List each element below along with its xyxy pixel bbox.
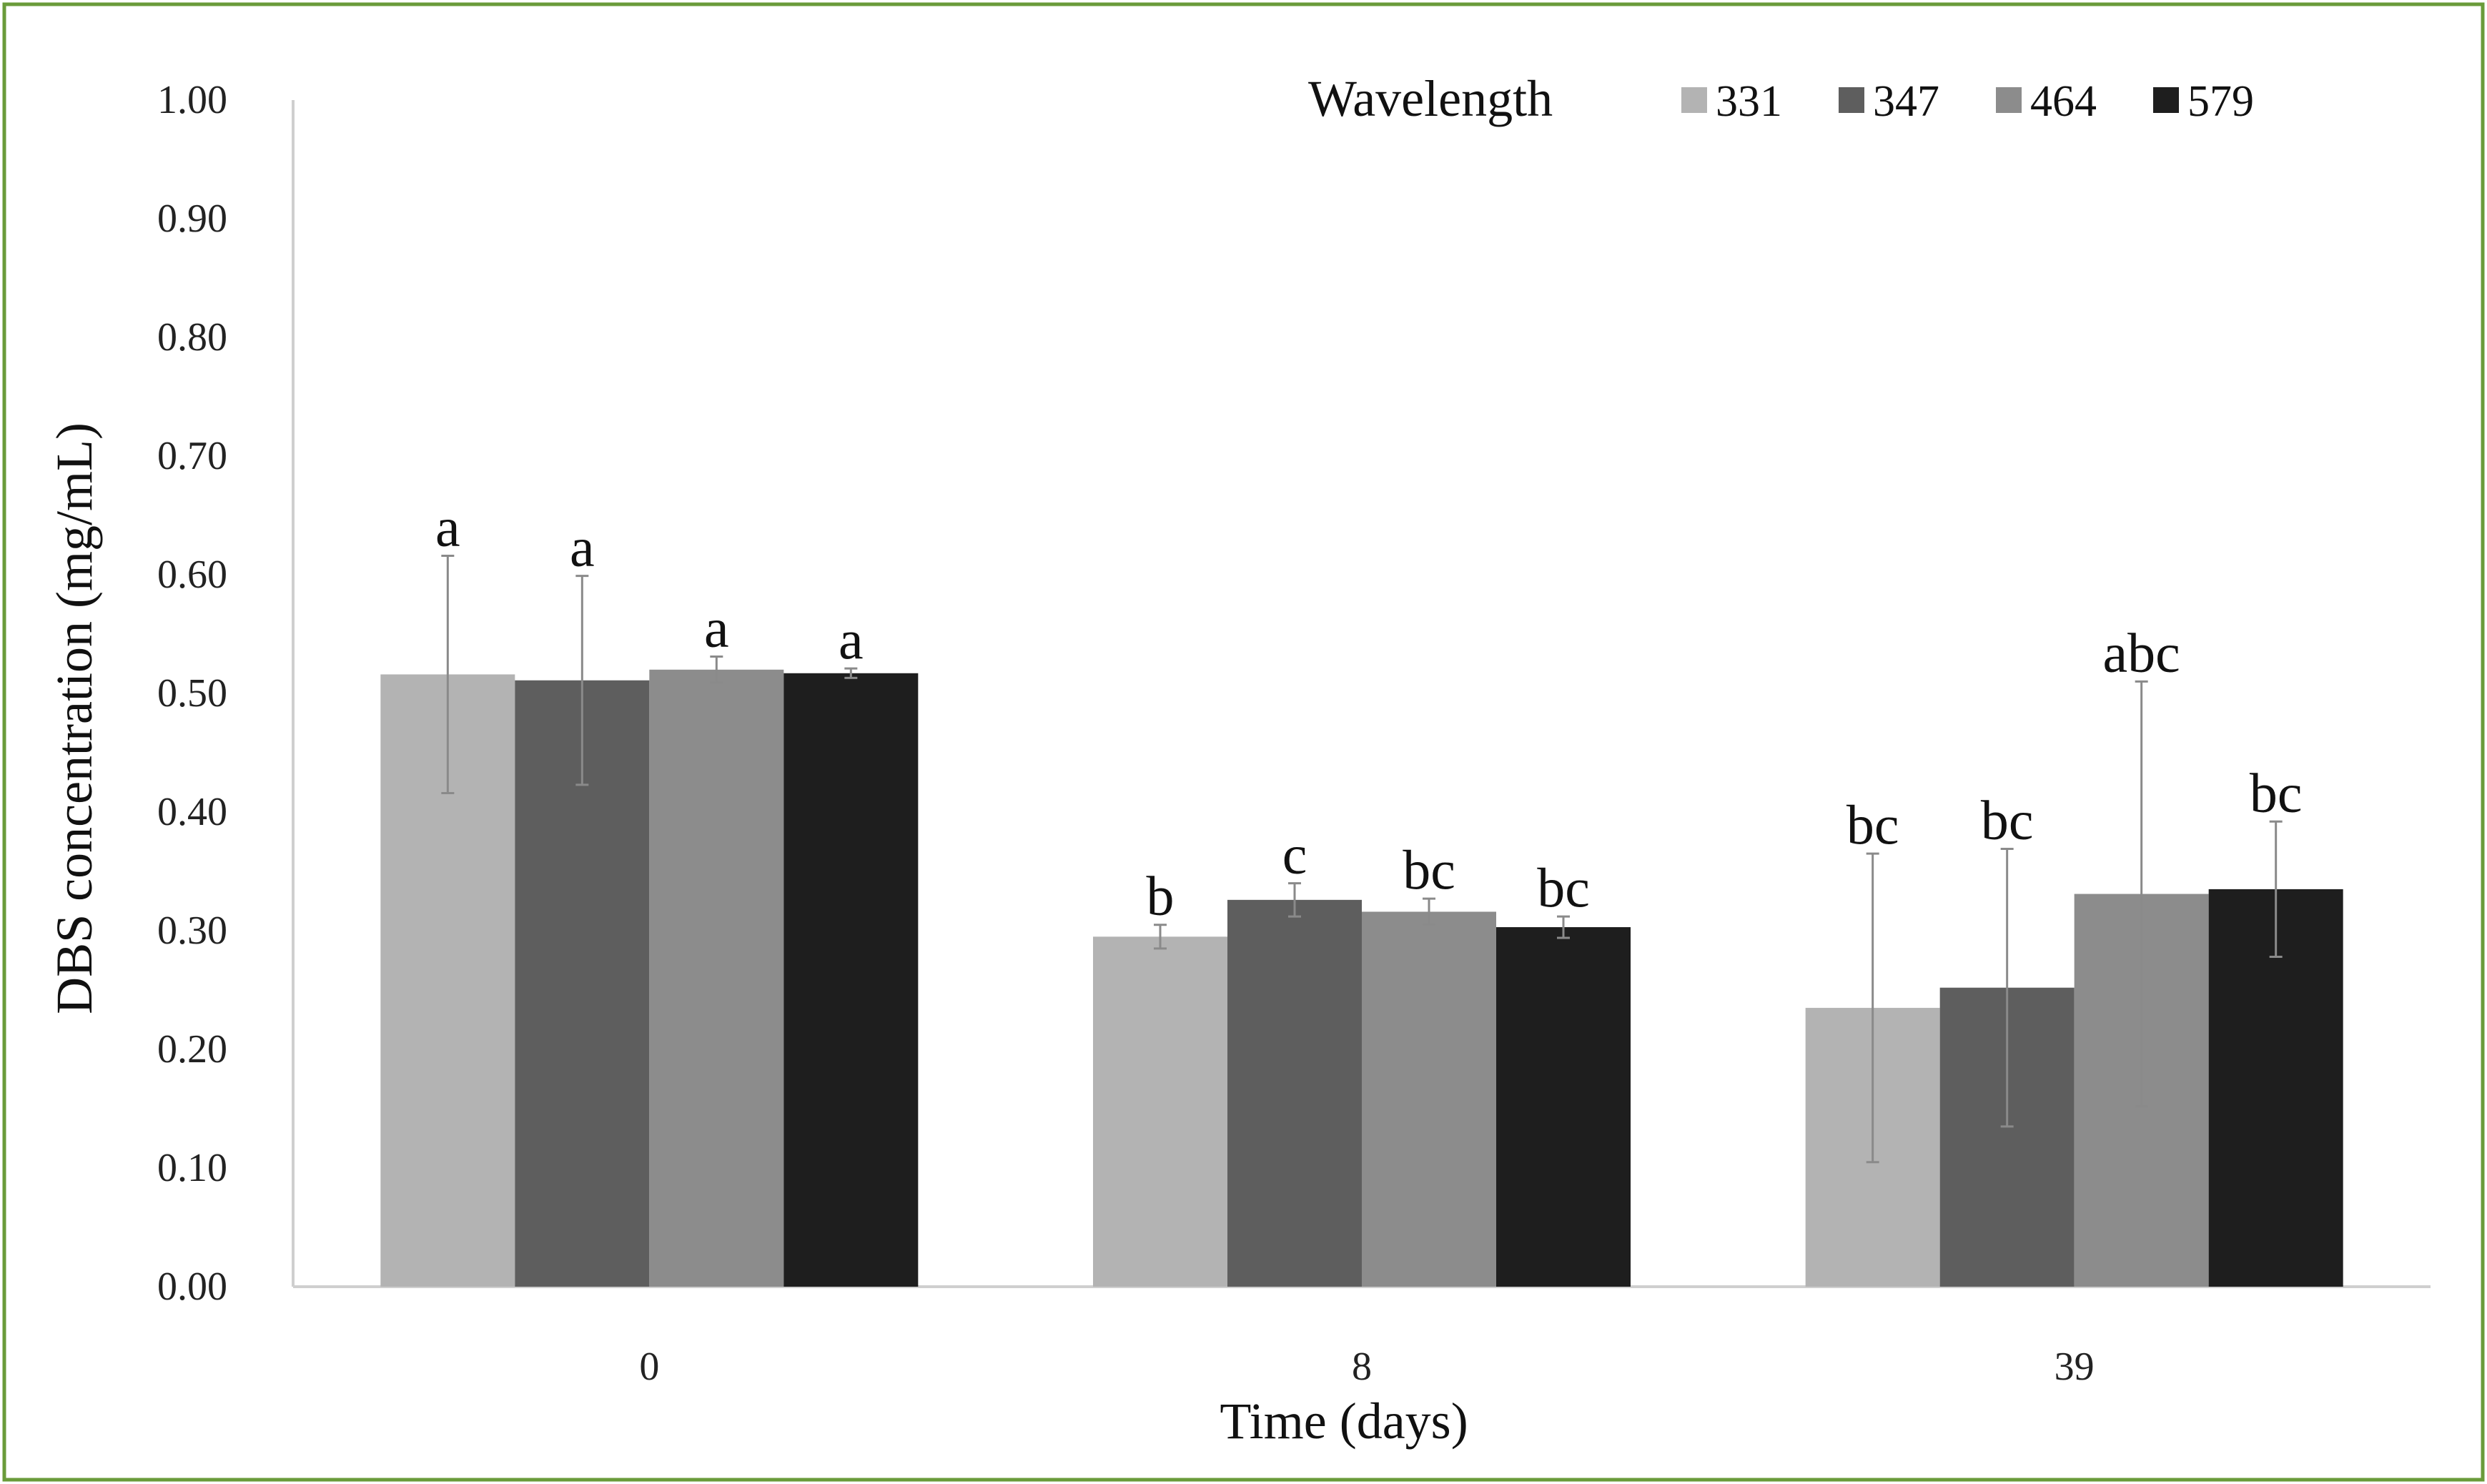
x-tick-label: 8 bbox=[1352, 1345, 1372, 1389]
y-axis-title: DBS concentration (mg/mL) bbox=[46, 422, 103, 1014]
significance-label: bc bbox=[2250, 761, 2303, 823]
bar bbox=[1496, 927, 1631, 1287]
bar bbox=[1093, 936, 1227, 1287]
x-tick-label: 0 bbox=[639, 1345, 659, 1389]
bar bbox=[649, 669, 784, 1287]
y-tick-label: 0.00 bbox=[157, 1265, 227, 1309]
significance-label: bc bbox=[1846, 793, 1899, 856]
x-tick-label: 39 bbox=[2055, 1345, 2095, 1389]
legend-swatch bbox=[1839, 87, 1864, 113]
y-tick-label: 1.00 bbox=[157, 78, 227, 122]
legend-label: 347 bbox=[1873, 77, 1939, 126]
significance-label: b bbox=[1147, 865, 1175, 927]
y-tick-label: 0.90 bbox=[157, 197, 227, 241]
significance-label: bc bbox=[1537, 856, 1590, 919]
legend-swatch bbox=[2153, 87, 2179, 113]
significance-label: a bbox=[435, 495, 460, 558]
y-tick-label: 0.10 bbox=[157, 1146, 227, 1190]
legend-label: 331 bbox=[1716, 77, 1782, 126]
y-tick-label: 0.40 bbox=[157, 790, 227, 834]
y-tick-label: 0.20 bbox=[157, 1027, 227, 1072]
bar bbox=[1227, 899, 1362, 1287]
legend-label: 579 bbox=[2187, 77, 2254, 126]
significance-label: bc bbox=[1981, 788, 2034, 851]
bar bbox=[1362, 911, 1496, 1287]
legend-title: Wavelength bbox=[1308, 70, 1553, 127]
significance-label: a bbox=[570, 516, 595, 578]
legend-swatch bbox=[1681, 87, 1707, 113]
y-tick-label: 0.80 bbox=[157, 315, 227, 360]
bar bbox=[783, 673, 919, 1287]
x-axis-title: Time (days) bbox=[1220, 1393, 1468, 1450]
significance-label: c bbox=[1282, 823, 1307, 886]
significance-label: bc bbox=[1403, 839, 1455, 901]
y-tick-label: 0.70 bbox=[157, 434, 227, 478]
significance-label: a bbox=[839, 608, 864, 671]
y-tick-label: 0.50 bbox=[157, 671, 227, 716]
significance-label: a bbox=[704, 597, 729, 659]
significance-label: abc bbox=[2103, 621, 2180, 683]
y-tick-label: 0.60 bbox=[157, 553, 227, 597]
legend-label: 464 bbox=[2030, 77, 2097, 126]
y-tick-label: 0.30 bbox=[157, 909, 227, 953]
legend-swatch bbox=[1996, 87, 2022, 113]
